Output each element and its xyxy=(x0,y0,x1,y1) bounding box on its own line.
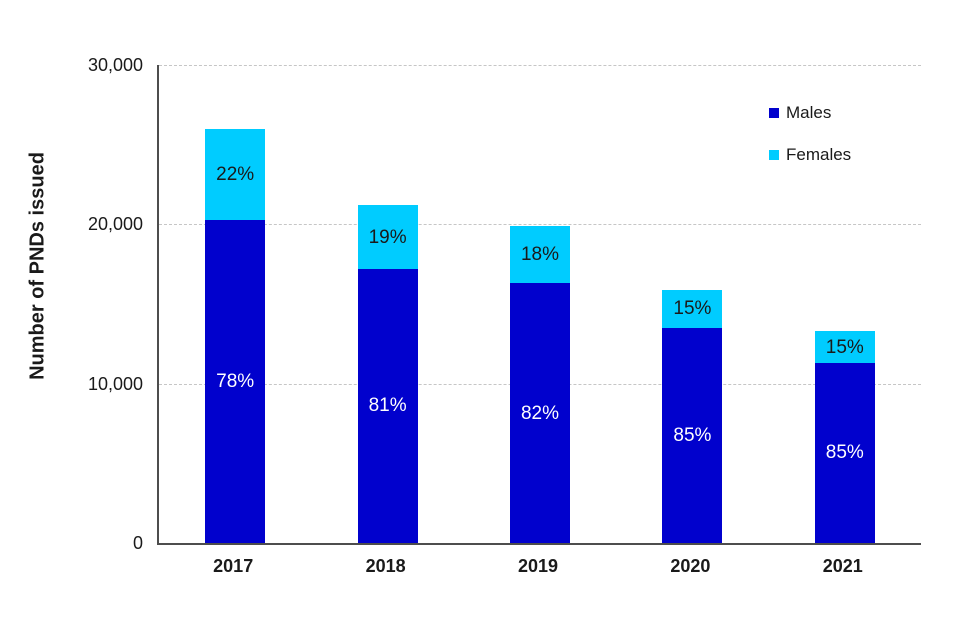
percent-label-females-2019: 18% xyxy=(520,244,560,266)
y-tick-label: 10,000 xyxy=(87,373,143,394)
bar-segment-females-2019: 18% xyxy=(510,225,570,284)
percent-label-males-2020: 85% xyxy=(673,424,712,446)
bar-segment-females-2020: 15% xyxy=(662,289,723,328)
gridline-20000 xyxy=(159,224,921,226)
x-tick-label-2017: 2017 xyxy=(213,556,254,576)
legend-item-males: Males xyxy=(769,103,851,122)
bar-2020: 85% 15% xyxy=(662,65,723,543)
bar-segment-females-2017: 22% xyxy=(205,128,266,220)
bar-segment-males-2017: 78% xyxy=(205,219,266,543)
percent-label-females-2018: 19% xyxy=(368,226,407,248)
legend-label: Males xyxy=(786,103,832,122)
plot-area: 78% 22% 81% 19% 82% 18% 85% 15% 85% 15% xyxy=(157,65,921,545)
percent-label-females-2021: 15% xyxy=(825,336,864,358)
bar-segment-males-2018: 81% xyxy=(357,268,418,543)
x-tick-label-2020: 2020 xyxy=(670,556,711,576)
percent-label-females-2017: 22% xyxy=(216,163,255,185)
bar-segment-males-2020: 85% xyxy=(662,327,723,543)
bar-segment-males-2019: 82% xyxy=(510,283,570,543)
y-tick-label: 20,000 xyxy=(87,214,143,235)
bar-segment-males-2021: 85% xyxy=(814,362,875,543)
x-tick-label-2019: 2019 xyxy=(517,556,559,576)
percent-label-males-2018: 81% xyxy=(368,395,407,417)
percent-label-males-2017: 78% xyxy=(216,370,255,392)
gridline-30000 xyxy=(159,65,921,66)
x-tick-label-2018: 2018 xyxy=(365,556,406,576)
bar-2017: 78% 22% xyxy=(205,65,266,543)
bar-segment-females-2021: 15% xyxy=(814,331,875,363)
legend-item-females: Females xyxy=(769,145,852,164)
legend-label: Females xyxy=(786,145,852,164)
legend-swatch-icon xyxy=(769,150,779,160)
percent-label-males-2021: 85% xyxy=(825,442,864,464)
y-tick-label: 0 xyxy=(132,533,143,553)
percent-label-females-2020: 15% xyxy=(673,298,712,320)
y-axis-title: Number of PNDs issued xyxy=(26,152,49,380)
bar-2018: 81% 19% xyxy=(357,65,418,543)
x-tick-label-2021: 2021 xyxy=(822,556,863,576)
bar-2019: 82% 18% xyxy=(510,65,570,543)
bar-segment-females-2018: 19% xyxy=(357,205,418,269)
legend-swatch-icon xyxy=(769,108,779,118)
percent-label-males-2019: 82% xyxy=(520,402,560,424)
legend: Males Females xyxy=(769,103,852,188)
bar-2021: 85% 15% xyxy=(814,65,875,543)
y-tick-label: 30,000 xyxy=(87,55,143,75)
